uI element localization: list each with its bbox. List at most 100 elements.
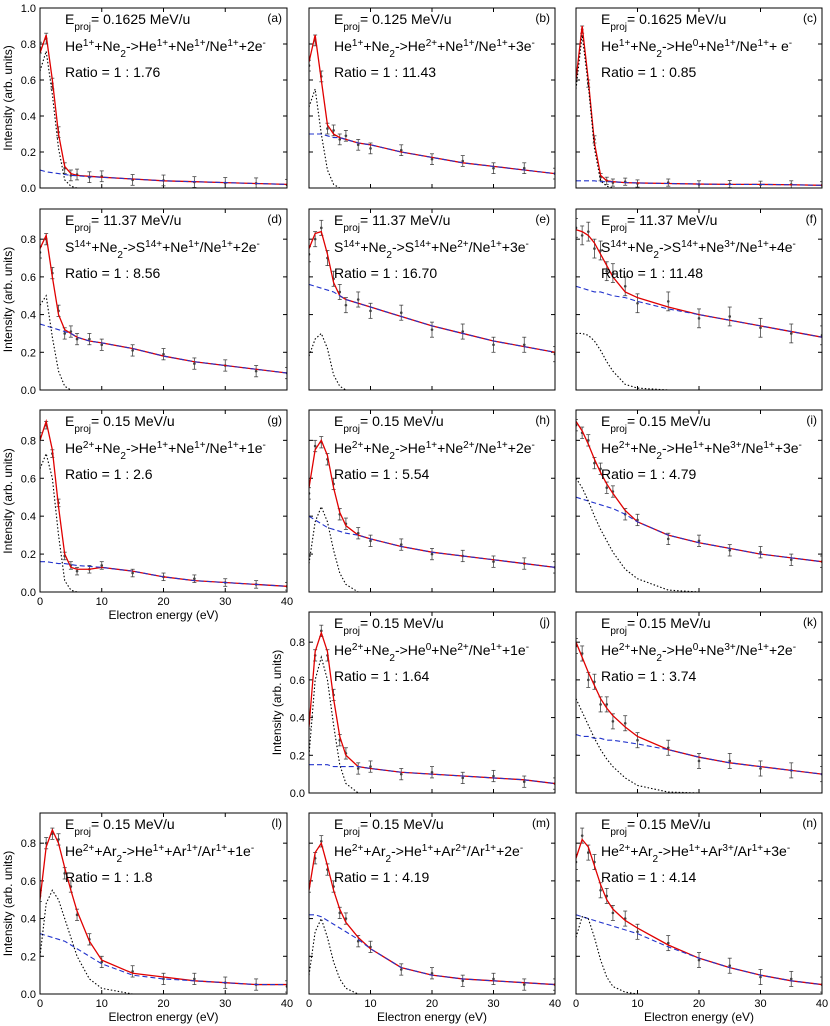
- text-run: +Ne: [363, 440, 389, 456]
- data-point: [430, 328, 434, 331]
- text-run: ->He: [662, 38, 693, 54]
- axes-frame: [308, 611, 556, 794]
- text-run: +Ne: [630, 38, 656, 54]
- data-point: [697, 958, 701, 962]
- text-run: +Ne: [168, 38, 194, 54]
- text-run: /Ne: [742, 440, 764, 456]
- y-tick-label: 0.8: [21, 39, 36, 51]
- text-run: E: [601, 413, 610, 429]
- superscript: 2+: [352, 843, 364, 854]
- panel: Eproj= 0.125 MeV/uHe1++Ne2->He2++Ne1+/Ne…: [308, 7, 556, 189]
- superscript: 1+: [216, 843, 228, 854]
- superscript: 1+: [752, 843, 764, 854]
- data-point: [193, 362, 196, 365]
- data-point: [69, 330, 73, 333]
- panel-label: (j): [539, 615, 550, 629]
- text-run: +Ne: [91, 239, 117, 255]
- fit-curve: [576, 332, 822, 390]
- text-run: /Ne: [475, 440, 497, 456]
- text-run: = 0.1625 MeV/u: [91, 11, 190, 27]
- x-tick-label: 10: [364, 998, 376, 1010]
- subscript: proj: [610, 223, 627, 234]
- panel-label: (l): [271, 816, 282, 830]
- text-run: = 0.15 MeV/u: [360, 413, 444, 429]
- text-run: ->He: [391, 843, 422, 859]
- text-run: +Ar: [94, 843, 117, 859]
- axes-frame: [308, 7, 556, 189]
- ratio-label: Ratio = 1 : 5.54: [334, 466, 430, 482]
- axes-frame: [39, 208, 288, 391]
- panel-label: (d): [267, 212, 282, 226]
- fit-curve: [576, 180, 822, 186]
- superscript: 1+: [491, 642, 503, 653]
- ratio-label: Ratio = 1 : 4.14: [601, 869, 697, 885]
- text-run: + e: [769, 38, 789, 54]
- text-run: ->He: [395, 642, 426, 658]
- panel: 0.0 0.2 0.4 0.6 0.8 0 10 20 30 40 Electron energy …: [1, 812, 293, 1024]
- subscript: 2: [653, 250, 659, 261]
- superscript: 14+: [414, 239, 431, 250]
- panel-label: (g): [267, 413, 282, 427]
- data-point: [587, 439, 590, 442]
- data-point: [162, 977, 165, 981]
- data-point: [57, 838, 60, 841]
- y-axis-label: Intensity (arb. units): [1, 448, 15, 553]
- text-run: ->He: [126, 440, 157, 456]
- text-run: +4e: [769, 239, 793, 255]
- text-run: +Ne: [630, 440, 656, 456]
- axes-frame: [308, 812, 556, 995]
- data-point: [369, 147, 372, 150]
- x-tick-label: 10: [96, 596, 108, 608]
- energy-label: Eproj= 0.15 MeV/u: [334, 615, 444, 637]
- data-point: [728, 964, 732, 968]
- text-run: = 0.15 MeV/u: [91, 413, 175, 429]
- x-tick-label: 40: [281, 998, 293, 1010]
- superscript: 1+: [194, 440, 206, 451]
- axes-frame: [308, 208, 556, 391]
- text-run: He: [65, 440, 83, 456]
- text-run: +Ar: [433, 843, 456, 859]
- data-point: [344, 134, 348, 138]
- fit-curve: [576, 285, 822, 338]
- superscript: 2+: [457, 239, 469, 250]
- plot-area: [40, 827, 287, 994]
- panel: Eproj= 0.1625 MeV/uHe1++Ne2->He0+Ne1+/Ne…: [575, 7, 823, 189]
- text-run: +Ne: [698, 239, 724, 255]
- reaction-label: He2++Ne2->He1++Ne2+/Ne1++2e-: [334, 440, 535, 462]
- data-point: [492, 560, 495, 563]
- energy-label: Eproj= 11.37 MeV/u: [601, 212, 717, 234]
- superscript: 1+: [352, 38, 364, 49]
- panel-label: (f): [806, 212, 817, 226]
- x-tick-label: 20: [693, 998, 705, 1010]
- data-point: [666, 746, 670, 750]
- panel-label: (n): [802, 816, 817, 830]
- text-run: +Ne: [627, 239, 653, 255]
- data-point: [356, 767, 360, 770]
- x-tick-label: 40: [281, 596, 293, 608]
- superscript: 1+: [153, 843, 165, 854]
- subscript: proj: [74, 827, 91, 838]
- text-run: E: [65, 816, 74, 832]
- axes-frame: [575, 812, 823, 995]
- subscript: 2: [117, 854, 123, 865]
- energy-label: Eproj= 0.1625 MeV/u: [601, 11, 726, 33]
- data-point: [599, 467, 602, 471]
- superscript: -: [532, 38, 535, 49]
- axes-frame: [39, 7, 288, 189]
- data-point: [492, 343, 495, 347]
- data-point: [399, 543, 403, 546]
- text-run: = 11.37 MeV/u: [360, 212, 450, 228]
- data-point: [728, 315, 732, 318]
- x-tick-label: 20: [426, 998, 438, 1010]
- superscript: 14+: [74, 239, 91, 250]
- data-point: [193, 977, 196, 981]
- data-point: [338, 290, 342, 294]
- data-point: [63, 332, 66, 335]
- fit-curve: [576, 838, 822, 986]
- y-tick-label: 0.4: [21, 914, 36, 926]
- text-run: S: [334, 239, 343, 255]
- reaction-label: He1++Ne2->He1++Ne1+/Ne1++2e-: [65, 38, 266, 60]
- subscript: 2: [656, 451, 662, 462]
- text-run: +2e: [508, 440, 532, 456]
